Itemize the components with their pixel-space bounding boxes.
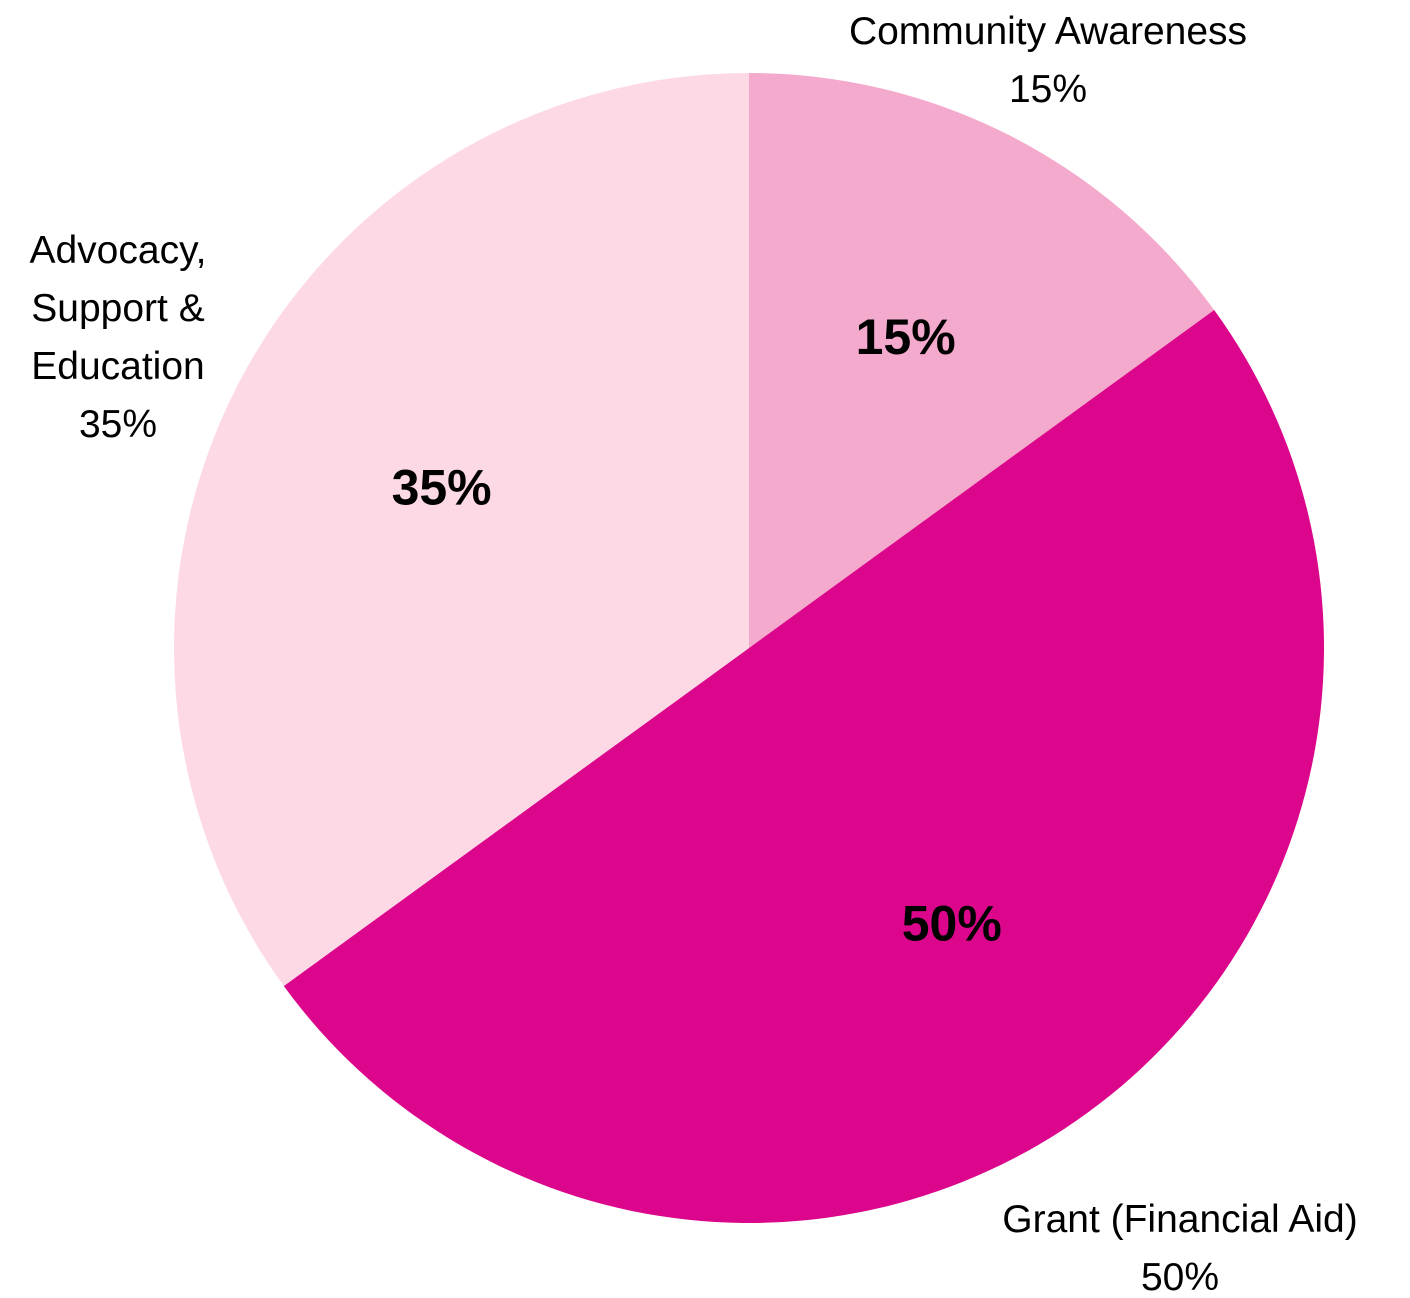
slice-value-label-1: 15% (856, 309, 956, 365)
slice-category-label-line: 35% (79, 403, 157, 446)
slice-category-label-line: 15% (1009, 68, 1087, 111)
pie-slice-3 (174, 73, 749, 986)
slice-category-label-line: Advocacy, (29, 229, 206, 272)
slice-category-label-1: Community Awareness 15% (849, 10, 1247, 111)
slice-category-label-line: Education (31, 345, 204, 388)
outer-labels-layer: Community Awareness 15% Grant (Financial A… (29, 10, 1357, 1298)
slices-layer (174, 73, 1325, 1224)
slice-category-label-3: Advocacy, Support & Education 35% (29, 229, 206, 446)
slice-category-label-line: Grant (Financial Aid) (1002, 1198, 1357, 1241)
slice-category-label-line: 50% (1141, 1256, 1219, 1298)
slice-category-label-line: Support & (31, 287, 204, 330)
inner-labels-layer: 15% 50% 35% (392, 309, 1002, 952)
slice-value-label-3: 35% (392, 460, 492, 516)
slice-category-label-line: Community Awareness (849, 10, 1247, 53)
pie-slice-1 (749, 73, 1215, 648)
pie-slice-2 (283, 310, 1325, 1224)
slice-value-label-2: 50% (902, 895, 1002, 951)
slice-category-label-2: Grant (Financial Aid) 50% (1002, 1198, 1357, 1298)
